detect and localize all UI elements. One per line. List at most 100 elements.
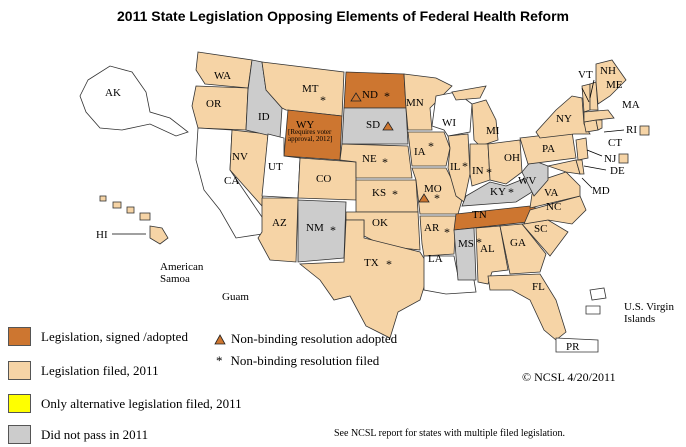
territory-pr [555,337,599,353]
label-usvi: U.S. Virgin Islands [624,301,677,325]
label-co: CO [316,173,331,185]
label-nj: NJ [604,153,617,165]
label-mt: MT [302,83,319,95]
label-nd: ND [362,89,378,101]
state-mi [451,85,499,147]
star-ia: * [428,139,434,153]
legend-did-not-pass-swatch [8,425,31,444]
label-hi: HI [96,229,108,241]
label-mo: MO [424,183,442,195]
state-md [546,159,581,175]
star-ky: * [508,185,514,199]
legend-star-label: Non-binding resolution filed [230,353,380,368]
legend-filed-swatch [8,361,31,380]
star-icon: * [216,353,223,368]
label-oh: OH [504,152,520,164]
label-ks: KS [372,187,386,199]
label-tx: TX [364,257,379,269]
label-ma: MA [622,99,640,111]
label-pr: PR [566,341,580,353]
state-hi [99,195,169,245]
state-ga [499,223,547,275]
star-il: * [462,159,468,173]
state-mt [261,61,345,117]
legend-triangle-label: Non-binding resolution adopted [231,331,398,346]
star-ks: * [392,187,398,201]
state-or [191,85,249,131]
star-ms: * [476,235,482,249]
label-ia: IA [414,146,426,158]
label-nc: NC [546,201,561,213]
state-fl [487,273,567,341]
label-id: ID [258,111,270,123]
state-tx [298,219,431,339]
state-ma [583,109,615,123]
label-wa: WA [214,70,231,82]
legend-star: * Non-binding resolution filed [216,353,379,369]
label-ms: MS [458,238,474,250]
ri-marker-box [639,125,650,136]
star-nm: * [330,223,336,237]
state-ak [79,65,189,137]
legend-did-not-pass-label: Did not pass in 2011 [41,426,149,442]
star-mt: * [320,93,326,107]
label-ri: RI [626,124,637,136]
state-in [469,143,491,187]
label-il: IL [450,161,461,173]
label-or: OR [206,98,222,110]
triangle-sd [382,121,394,131]
state-il [447,133,471,203]
triangle-mo [418,193,430,203]
label-la: LA [428,253,443,265]
label-va: VA [544,187,559,199]
label-md: MD [592,185,610,197]
legend-alternative: Only alternative legislation filed, 2011 [8,394,242,413]
label-ok: OK [372,217,388,229]
state-az [257,197,299,263]
label-ne: NE [362,153,377,165]
state-vt [581,83,591,113]
state-me [595,59,627,105]
copyright: © NCSL 4/20/2011 [522,370,616,384]
state-ia [407,131,451,167]
label-ky: KY [490,186,506,198]
star-mo: * [434,191,440,205]
label-me: ME [606,79,623,91]
american-samoa-line-1: American [160,261,204,273]
label-mn: MN [406,97,424,109]
state-ne [339,143,413,179]
label-wy-note: [Requires voter approval, 2012] [288,128,332,143]
label-guam: Guam [222,291,249,303]
footnote: See NCSL report for states with multiple… [334,428,565,439]
label-vt: VT [578,69,593,81]
legend-signed: Legislation, signed /adopted [8,327,188,346]
state-ar [419,215,457,257]
american-samoa-line-2: Samoa [160,273,190,285]
usvi-line-2: Islands [624,313,655,325]
label-wi: WI [442,117,456,129]
star-nd: * [384,89,390,103]
label-wv: WV [518,175,536,187]
nj-marker-box [618,153,629,164]
legend-filed-label: Legislation filed, 2011 [41,362,159,378]
label-ak: AK [105,87,121,99]
label-mi: MI [486,125,500,137]
label-de: DE [610,165,625,177]
label-fl: FL [532,281,545,293]
state-ms [453,227,477,281]
star-tx: * [386,257,392,271]
state-wa [195,51,253,89]
legend-signed-label: Legislation, signed /adopted [41,328,188,344]
star-ar: * [444,225,450,239]
label-in: IN [472,165,484,177]
label-wy: WY [296,119,314,131]
label-ar: AR [424,222,440,234]
state-ks [355,179,419,213]
state-nj [575,137,589,161]
label-al: AL [480,243,495,255]
territory-usvi [585,287,607,315]
legend-alternative-swatch [8,394,31,413]
state-labels: AK HI WA OR CA NV ID MT WY [Requires vot… [96,65,677,353]
label-ut: UT [268,161,283,173]
label-sd: SD [366,119,380,131]
